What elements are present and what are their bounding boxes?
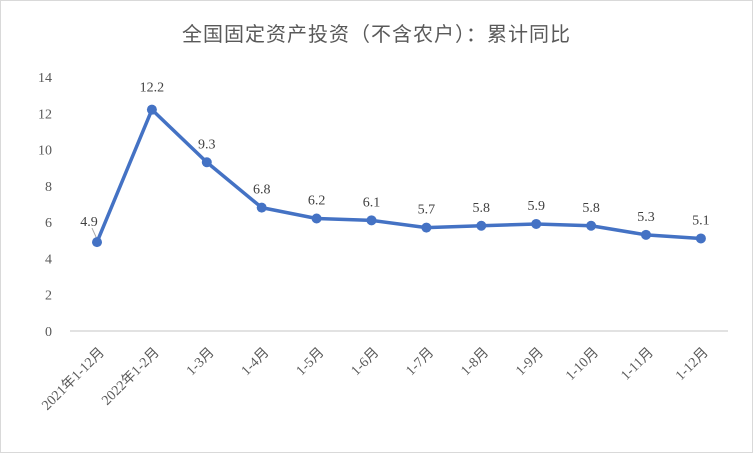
- x-tick-label: 1-6月: [348, 345, 382, 379]
- data-point: [586, 220, 597, 231]
- series-line: [95, 107, 702, 243]
- y-tick-label: 0: [45, 325, 52, 340]
- x-tick-label: 1-9月: [513, 345, 547, 379]
- y-tick-label: 14: [38, 71, 52, 86]
- x-tick-label: 1-10月: [563, 345, 602, 384]
- data-label: 5.7: [418, 203, 436, 218]
- x-tick-label: 1-5月: [293, 345, 327, 379]
- x-tick-label: 1-3月: [183, 345, 217, 379]
- x-tick-label: 2021年1-12月: [39, 345, 108, 414]
- data-label: 6.2: [308, 194, 326, 209]
- x-tick-label: 2022年1-2月: [99, 345, 163, 409]
- data-label: 4.9: [80, 215, 98, 230]
- data-point: [695, 233, 706, 244]
- data-label: 5.1: [692, 213, 710, 228]
- data-label: 9.3: [198, 137, 216, 152]
- x-tick-label: 1-11月: [618, 345, 657, 384]
- y-tick-label: 2: [45, 289, 52, 304]
- data-point: [421, 222, 432, 233]
- data-point: [476, 220, 487, 231]
- y-tick-label: 12: [38, 107, 52, 122]
- data-point: [92, 237, 102, 248]
- data-label: 12.2: [140, 81, 165, 96]
- y-tick-label: 10: [38, 144, 52, 159]
- y-tick-label: 8: [45, 180, 52, 195]
- data-label: 5.8: [473, 201, 491, 216]
- y-tick-label: 6: [45, 216, 52, 231]
- data-point: [641, 229, 651, 240]
- data-label: 5.3: [637, 210, 655, 225]
- data-point: [256, 202, 267, 213]
- data-label: 5.9: [527, 199, 545, 214]
- x-tick-label: 1-8月: [458, 345, 492, 379]
- data-label: 5.8: [582, 201, 600, 216]
- data-label: 6.1: [363, 195, 381, 210]
- x-tick-label: 1-7月: [403, 345, 437, 379]
- data-label: 6.8: [253, 183, 271, 198]
- y-tick-label: 4: [45, 252, 52, 267]
- x-tick-label: 1-4月: [238, 345, 272, 379]
- x-tick-label: 1-12月: [672, 345, 711, 384]
- data-point: [201, 157, 212, 168]
- chart-title: 全国固定资产投资（不含农户）：累计同比: [182, 22, 571, 46]
- data-point: [366, 215, 377, 226]
- data-point: [531, 218, 542, 229]
- data-point: [146, 104, 157, 115]
- data-point: [311, 213, 322, 224]
